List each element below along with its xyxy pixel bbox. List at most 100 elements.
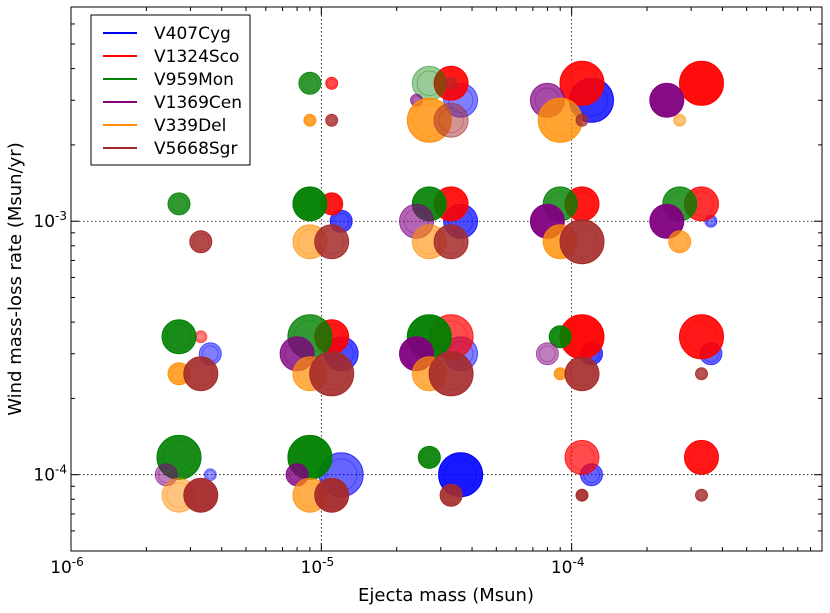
axis-ticks: 10-6 10-5 10-4 10-4 10-3 bbox=[33, 7, 822, 578]
data-point bbox=[649, 203, 685, 239]
legend-label: V959Mon bbox=[154, 70, 234, 90]
data-point-ring bbox=[696, 368, 707, 379]
plot-frame bbox=[70, 6, 823, 552]
data-point-ring bbox=[654, 208, 680, 234]
data-point bbox=[695, 488, 708, 502]
data-point-ring bbox=[162, 441, 196, 474]
data-point bbox=[559, 60, 605, 106]
data-point-ring bbox=[438, 70, 464, 97]
data-point-ring bbox=[293, 441, 327, 474]
data-point-ring bbox=[157, 466, 175, 484]
legend-label: V339Del bbox=[154, 116, 226, 136]
data-point bbox=[161, 319, 197, 355]
y-tick-label: 10-4 bbox=[33, 463, 67, 486]
data-point-ring bbox=[565, 225, 599, 259]
data-point-ring bbox=[297, 191, 323, 217]
data-point bbox=[167, 192, 191, 216]
data-point bbox=[292, 186, 328, 222]
legend-label: V1324Sco bbox=[154, 47, 239, 67]
data-point bbox=[575, 113, 589, 127]
data-point bbox=[668, 230, 692, 254]
data-point-ring bbox=[192, 233, 210, 251]
data-point-ring bbox=[315, 357, 349, 391]
data-point bbox=[303, 113, 317, 127]
data-point-ring bbox=[569, 361, 595, 387]
data-point bbox=[298, 71, 322, 95]
data-point bbox=[684, 439, 719, 475]
legend: V407Cyg V1324Sco V959Mon V1369Cen V339Del V56… bbox=[90, 14, 251, 166]
data-point-ring bbox=[166, 324, 192, 350]
x-tick-label: 10-4 bbox=[551, 555, 585, 578]
data-point-ring bbox=[318, 228, 345, 255]
data-point-ring bbox=[434, 357, 468, 391]
data-point-ring bbox=[569, 444, 595, 471]
data-point bbox=[575, 488, 589, 502]
data-point bbox=[649, 82, 685, 118]
data-point-ring bbox=[565, 66, 599, 100]
data-point bbox=[564, 356, 600, 392]
data-point-ring bbox=[696, 490, 707, 501]
data-point-ring bbox=[577, 490, 587, 501]
data-point-ring bbox=[551, 328, 569, 346]
data-point bbox=[673, 113, 687, 127]
data-point-ring bbox=[688, 444, 715, 471]
y-tick-label: 10-3 bbox=[33, 209, 67, 232]
legend-label: V5668Sgr bbox=[154, 139, 237, 159]
data-point bbox=[433, 224, 469, 260]
data-point-ring bbox=[685, 66, 718, 100]
data-point-ring bbox=[577, 115, 587, 126]
data-point-ring bbox=[674, 115, 685, 126]
y-axis-label: Wind mass-loss rate (Msun/yr) bbox=[5, 142, 26, 415]
data-point-ring bbox=[188, 482, 214, 508]
data-point-ring bbox=[305, 115, 315, 126]
x-axis-label: Ejecta mass (Msun) bbox=[358, 585, 534, 606]
data-point-ring bbox=[326, 78, 337, 89]
data-point-ring bbox=[288, 466, 306, 484]
data-point bbox=[183, 356, 219, 392]
data-point bbox=[439, 483, 463, 507]
legend-label: V407Cyg bbox=[154, 24, 231, 44]
data-point-ring bbox=[442, 486, 460, 504]
data-point-ring bbox=[438, 107, 464, 134]
data-point bbox=[325, 113, 339, 127]
data-point-ring bbox=[205, 469, 216, 480]
data-point bbox=[314, 224, 350, 260]
legend-items: V407Cyg V1324Sco V959Mon V1369Cen V339Del V56… bbox=[103, 24, 242, 159]
data-point-ring bbox=[170, 195, 188, 213]
data-point bbox=[314, 477, 350, 513]
data-point bbox=[433, 102, 469, 138]
legend-label: V1369Cen bbox=[154, 93, 242, 113]
legend-box bbox=[90, 14, 251, 166]
data-point bbox=[679, 60, 724, 106]
x-tick-label: 10-6 bbox=[50, 555, 84, 578]
data-point bbox=[559, 219, 605, 265]
data-point-ring bbox=[438, 228, 464, 255]
data-point bbox=[428, 351, 474, 397]
data-point-ring bbox=[685, 320, 718, 354]
data-point-ring bbox=[446, 78, 456, 89]
data-point-ring bbox=[671, 233, 689, 251]
data-point bbox=[309, 351, 355, 397]
data-point bbox=[325, 76, 339, 90]
data-point bbox=[189, 230, 213, 254]
x-tick-label: 10-5 bbox=[301, 555, 335, 578]
data-point bbox=[535, 342, 559, 366]
data-point-ring bbox=[326, 115, 337, 126]
data-point-ring bbox=[318, 482, 345, 508]
data-point bbox=[444, 76, 458, 90]
data-point bbox=[183, 477, 219, 513]
series-V5668Sgr bbox=[183, 76, 708, 513]
data-point bbox=[679, 314, 724, 360]
data-point bbox=[417, 445, 441, 469]
data-point-ring bbox=[416, 70, 443, 97]
data-point-ring bbox=[420, 448, 438, 466]
data-point-ring bbox=[538, 345, 556, 363]
data-point bbox=[695, 367, 708, 381]
data-points bbox=[154, 60, 724, 513]
data-point bbox=[548, 325, 572, 349]
data-point-ring bbox=[188, 361, 214, 387]
data-point-ring bbox=[654, 87, 680, 114]
data-point bbox=[564, 439, 600, 475]
data-point-ring bbox=[301, 74, 319, 92]
